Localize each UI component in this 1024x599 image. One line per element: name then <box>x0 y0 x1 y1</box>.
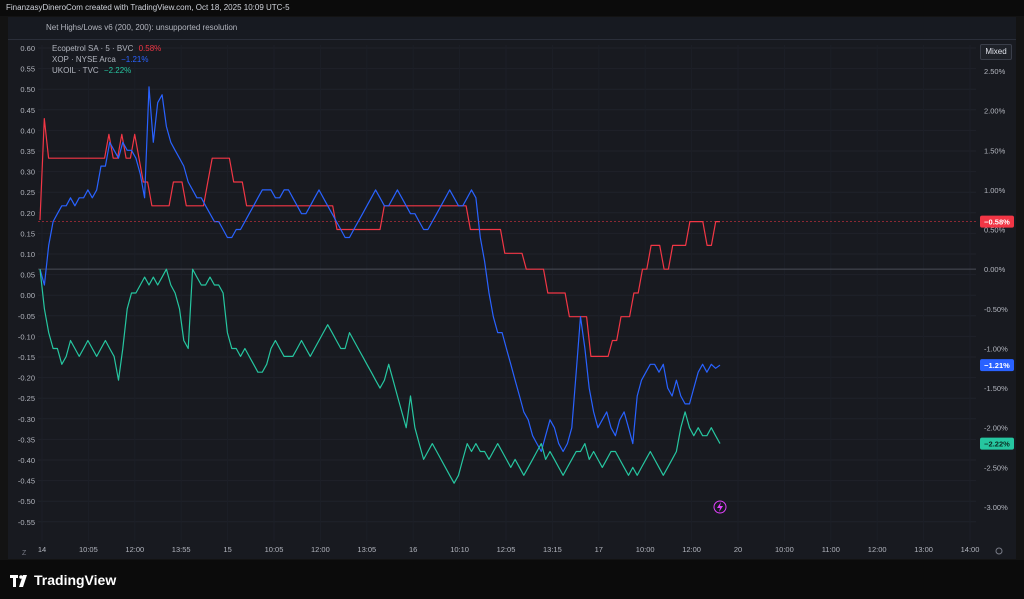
scale-mode-button[interactable]: Mixed <box>980 44 1012 60</box>
series-layer <box>38 86 976 484</box>
tradingview-logo-icon <box>10 575 27 588</box>
right-axis[interactable]: 2.50% 2.00% 1.50% 1.00% 0.50% 0.00% -0.50% -1.0… <box>984 67 1008 512</box>
logo-text: TradingView <box>34 572 117 588</box>
time-tick-label: 13:05 <box>357 545 376 554</box>
left-tick-label: -0.25 <box>18 394 35 403</box>
time-tick-label: 13:55 <box>172 545 191 554</box>
left-tick-label: 0.20 <box>20 209 35 218</box>
attribution-text: FinanzasyDineroCom created with TradingV… <box>6 3 290 12</box>
left-tick-label: 0.15 <box>20 229 35 238</box>
svg-text:Z: Z <box>22 550 27 557</box>
legend-change: 0.58% <box>138 44 162 53</box>
last-value-text: −2.22% <box>984 440 1010 449</box>
legend-change: −2.22% <box>103 66 132 75</box>
grid <box>38 45 976 541</box>
time-tick-label: 20 <box>734 545 742 554</box>
left-tick-label: 0.50 <box>20 85 35 94</box>
left-tick-label: -0.40 <box>18 456 35 465</box>
settings-gear-icon[interactable] <box>995 547 1003 555</box>
time-tick-label: 14 <box>38 545 46 554</box>
last-value-text: −0.58% <box>984 218 1010 227</box>
time-tick-label: 12:00 <box>125 545 144 554</box>
time-tick-label: 10:05 <box>79 545 98 554</box>
right-tick-label: 2.50% <box>984 67 1006 76</box>
left-tick-label: 0.60 <box>20 44 35 53</box>
time-tick-label: 12:00 <box>311 545 330 554</box>
time-axis[interactable]: 14 10:05 12:00 13:55 15 10:05 12:00 13:05 16 10:1… <box>38 545 980 554</box>
indicator-pane[interactable]: Net Highs/Lows v6 (200, 200): unsupporte… <box>8 17 1016 40</box>
time-tick-label: 10:00 <box>636 545 655 554</box>
right-tick-label: 0.50% <box>984 226 1006 235</box>
left-tick-label: -0.45 <box>18 477 35 486</box>
right-tick-label: 2.00% <box>984 107 1006 116</box>
chart-panel[interactable]: Net Highs/Lows v6 (200, 200): unsupporte… <box>8 17 1016 559</box>
series-line-1 <box>39 86 721 453</box>
left-tick-label: -0.55 <box>18 518 35 527</box>
last-value-text: −1.21% <box>984 361 1010 370</box>
left-tick-label: 0.10 <box>20 250 35 259</box>
time-tick-label: 10:10 <box>450 545 469 554</box>
time-tick-label: 10:00 <box>775 545 794 554</box>
right-tick-label: 1.00% <box>984 186 1006 195</box>
left-tick-label: -0.50 <box>18 497 35 506</box>
time-tick-label: 12:05 <box>497 545 516 554</box>
left-tick-label: 0.05 <box>20 271 35 280</box>
time-tick-label: 11:00 <box>822 545 840 554</box>
time-tick-label: 13:00 <box>914 545 933 554</box>
legend-ecopetrol[interactable]: Ecopetrol SA · 5 · BVC 0.58% <box>52 44 161 53</box>
time-tick-label: 12:00 <box>868 545 887 554</box>
legend-name: XOP · NYSE Arca <box>52 55 116 64</box>
right-tick-label: -1.50% <box>984 384 1008 393</box>
time-tick-label: 15 <box>223 545 231 554</box>
left-tick-label: -0.20 <box>18 374 35 383</box>
right-tick-label: -2.00% <box>984 424 1008 433</box>
attribution-bar: FinanzasyDineroCom created with TradingV… <box>0 0 1024 16</box>
right-tick-label: -1.00% <box>984 344 1008 353</box>
left-axis: 0.60 0.55 0.50 0.45 0.40 0.35 0.30 0.25 0.20 0.15… <box>18 44 35 527</box>
left-tick-label: 0.55 <box>20 65 35 74</box>
series-line-0 <box>39 117 720 357</box>
left-tick-label: -0.35 <box>18 435 35 444</box>
right-tick-label: -2.50% <box>984 463 1008 472</box>
lightning-icon[interactable] <box>713 500 727 514</box>
series-line-2 <box>39 268 721 484</box>
right-tick-label: -3.00% <box>984 503 1008 512</box>
time-tick-label: 14:00 <box>961 545 980 554</box>
tradingview-logo[interactable]: TradingView <box>10 572 116 588</box>
right-tick-label: 1.50% <box>984 146 1006 155</box>
last-value-badge <box>980 437 1014 450</box>
time-tick-label: 17 <box>595 545 603 554</box>
left-tick-label: 0.45 <box>20 106 35 115</box>
last-value-badge <box>980 215 1014 228</box>
left-tick-label: -0.30 <box>18 415 35 424</box>
time-tick-label: 16 <box>409 545 417 554</box>
right-tick-label: 0.00% <box>984 265 1006 274</box>
right-tick-label: -0.50% <box>984 305 1008 314</box>
footer <box>0 560 1024 599</box>
legend-ukoil[interactable]: UKOIL · TVC −2.22% <box>52 66 131 75</box>
last-price-labels: −0.58% −1.21% −2.22% <box>980 215 1014 450</box>
left-tick-label: 0.35 <box>20 147 35 156</box>
legend-change: −1.21% <box>121 55 149 64</box>
time-tick-label: 13:15 <box>543 545 562 554</box>
left-tick-label: -0.10 <box>18 332 35 341</box>
last-value-badge <box>980 359 1014 372</box>
time-tick-label: 10:05 <box>265 545 284 554</box>
left-tick-label: 0.40 <box>20 126 35 135</box>
time-tick-label: 12:00 <box>682 545 701 554</box>
left-tick-label: -0.15 <box>18 353 35 362</box>
left-tick-label: 0.00 <box>20 291 35 300</box>
line-chart[interactable]: 0.60 0.55 0.50 0.45 0.40 0.35 0.30 0.25 0.20 0.15… <box>8 17 1016 559</box>
left-tick-label: 0.30 <box>20 168 35 177</box>
legend-xop[interactable]: XOP · NYSE Arca −1.21% <box>52 55 148 64</box>
legend-name: UKOIL · TVC <box>52 66 99 75</box>
legend-name: Ecopetrol SA · 5 · BVC <box>52 44 134 53</box>
go-to-date-icon[interactable]: Z <box>22 550 27 557</box>
left-tick-label: -0.05 <box>18 312 35 321</box>
left-tick-label: 0.25 <box>20 188 35 197</box>
indicator-label: Net Highs/Lows v6 (200, 200): unsupporte… <box>46 23 238 32</box>
